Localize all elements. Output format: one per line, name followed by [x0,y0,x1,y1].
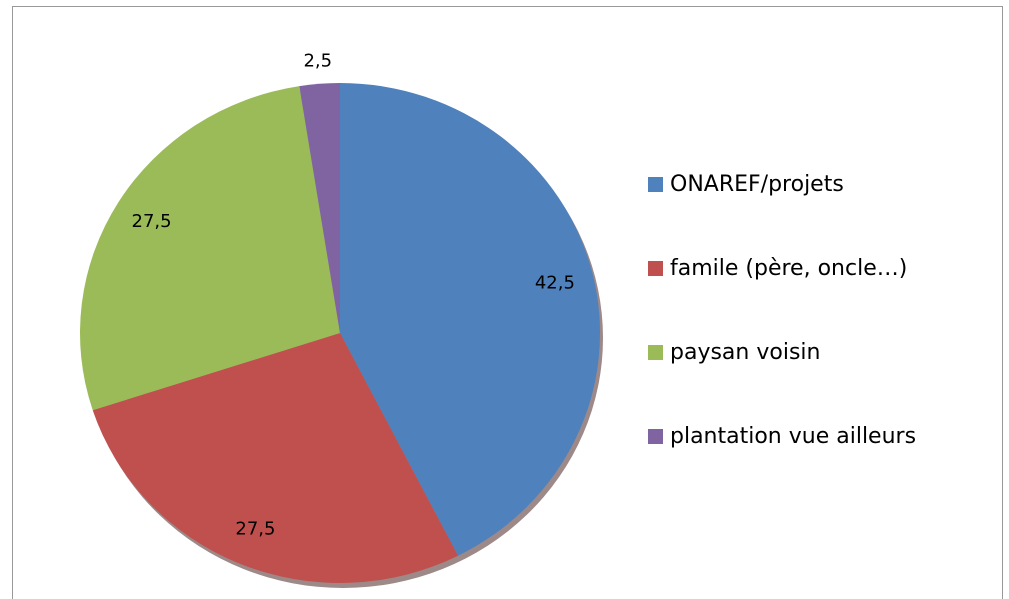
data-label: 27,5 [132,211,172,232]
pie-slice [340,83,601,556]
data-label: 2,5 [303,50,332,71]
legend-label: plantation vue ailleurs [670,424,916,449]
legend-swatch [648,429,663,444]
data-label: 42,5 [535,272,575,293]
legend-label: famile (père, oncle…) [670,256,907,281]
legend-swatch [648,261,663,276]
pie-slice [79,86,340,411]
legend-label: ONAREF/projets [670,172,844,197]
pie-slice [299,83,340,333]
legend-label: paysan voisin [670,340,820,365]
legend-swatch [648,177,663,192]
pie-slice [92,333,459,584]
data-label: 27,5 [235,518,275,539]
legend-swatch [648,345,663,360]
